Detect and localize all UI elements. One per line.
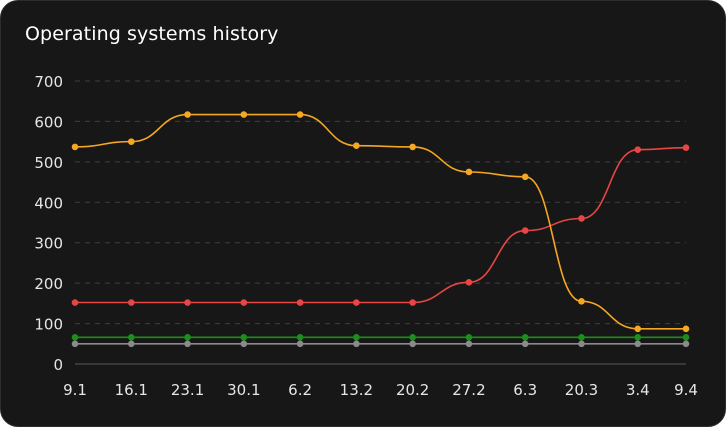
x-tick-label: 6.2: [288, 381, 312, 399]
data-point-3-1: [127, 340, 135, 348]
data-point-1-0: [71, 299, 79, 306]
x-tick-label: 16.1: [115, 381, 148, 399]
data-point-2-7: [465, 334, 473, 341]
data-point-3-11: [682, 340, 690, 348]
data-point-1-4: [296, 299, 304, 306]
data-point-0-5: [353, 142, 360, 149]
data-point-0-11: [682, 325, 690, 333]
data-point-0-2: [184, 111, 191, 118]
data-point-2-1: [127, 334, 135, 341]
data-point-2-11: [682, 334, 690, 341]
y-tick-label: 100: [34, 316, 63, 334]
data-point-2-8: [521, 334, 529, 341]
y-tick-label: 0: [53, 356, 63, 374]
data-point-2-6: [409, 334, 416, 341]
x-tick-label: 20.3: [565, 381, 598, 399]
data-point-3-4: [296, 340, 304, 348]
data-point-0-3: [240, 111, 248, 118]
x-tick-label: 30.1: [227, 381, 260, 399]
data-point-2-3: [240, 334, 248, 341]
data-point-1-1: [127, 299, 135, 306]
series-line-1: [75, 146, 687, 304]
x-tick-label: 6.3: [513, 381, 537, 399]
series-line-0: [74, 113, 686, 330]
data-point-0-4: [296, 111, 304, 118]
data-point-2-10: [634, 334, 642, 341]
data-point-1-8: [521, 227, 529, 234]
data-point-0-1: [127, 138, 135, 145]
data-point-1-9: [578, 215, 585, 222]
data-point-1-5: [353, 299, 360, 306]
data-point-1-10: [634, 146, 642, 154]
data-point-2-0: [71, 334, 79, 341]
x-tick-label: 20.2: [396, 381, 429, 399]
x-tick-label: 9.1: [63, 381, 87, 399]
data-point-2-2: [184, 334, 191, 341]
data-point-3-8: [521, 340, 529, 348]
data-point-3-6: [409, 340, 416, 348]
data-point-1-3: [240, 299, 248, 306]
y-tick-label: 400: [34, 194, 63, 212]
x-tick-label: 3.4: [626, 381, 650, 399]
data-point-2-4: [296, 334, 304, 341]
data-point-0-6: [409, 143, 416, 151]
data-point-2-9: [578, 334, 585, 341]
chart-title: Operating systems history: [25, 23, 279, 45]
data-point-2-5: [353, 334, 360, 341]
x-tick-label: 23.1: [171, 381, 204, 399]
data-point-1-7: [465, 279, 473, 286]
data-point-3-7: [465, 340, 473, 348]
y-tick-label: 200: [34, 275, 63, 293]
y-tick-label: 500: [34, 154, 63, 172]
data-point-0-0: [71, 143, 79, 151]
y-tick-label: 300: [34, 235, 63, 253]
y-tick-label: 700: [34, 73, 63, 91]
data-point-0-8: [521, 173, 529, 181]
data-point-0-10: [634, 325, 642, 333]
data-point-0-7: [465, 168, 473, 176]
data-point-3-3: [240, 340, 248, 348]
data-point-0-9: [578, 298, 585, 305]
data-point-3-2: [184, 340, 191, 348]
y-tick-label: 600: [34, 113, 63, 131]
data-point-3-10: [634, 340, 642, 348]
data-point-3-0: [71, 340, 79, 348]
data-point-1-11: [682, 144, 690, 152]
x-tick-label: 13.2: [340, 381, 373, 399]
data-point-1-2: [184, 299, 191, 306]
x-tick-label: 9.4: [674, 381, 698, 399]
data-point-3-5: [353, 340, 360, 348]
x-tick-label: 27.2: [452, 381, 485, 399]
data-point-1-6: [409, 299, 416, 306]
data-point-3-9: [578, 340, 585, 348]
